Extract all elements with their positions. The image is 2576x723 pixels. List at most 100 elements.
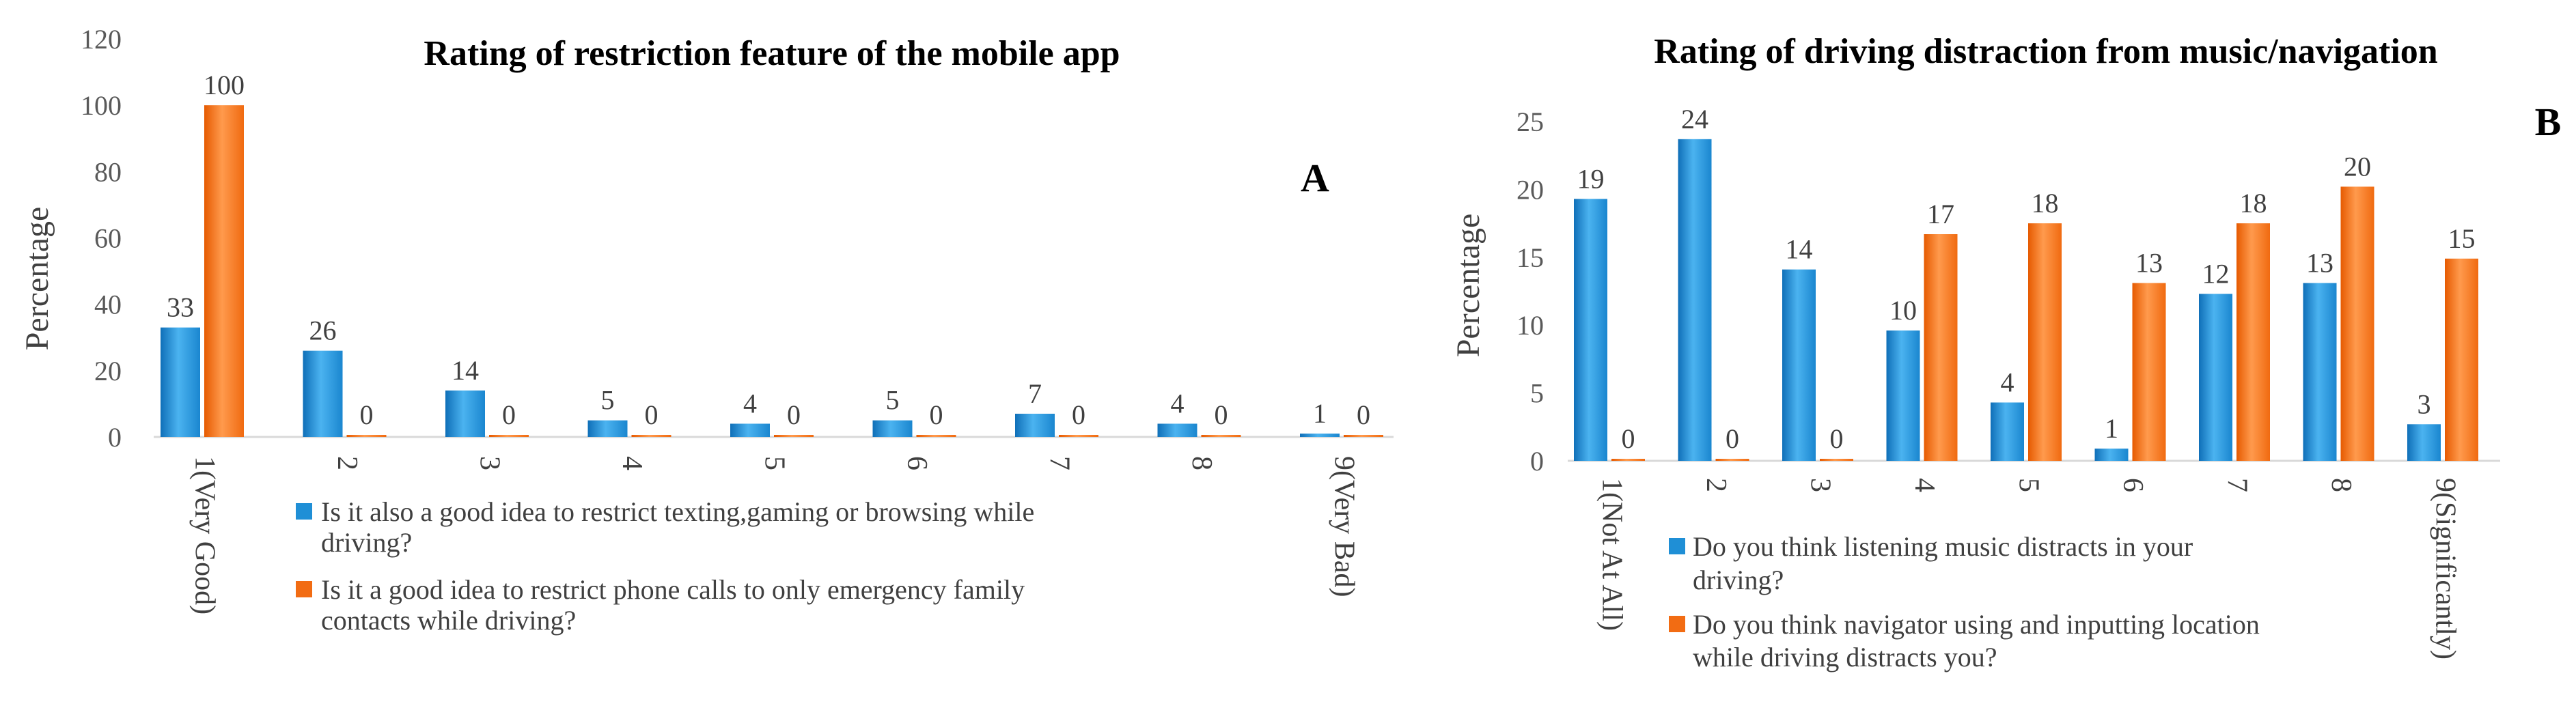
bar-series-1-cat-7 xyxy=(2199,294,2232,461)
bar-series-2-cat-2 xyxy=(346,435,387,437)
bar-series-2-cat-7 xyxy=(1059,435,1098,437)
data-label-series-1-cat-3: 14 xyxy=(1786,234,1813,265)
chart-b-legend-item-2-line-1: Do you think navigator using and inputti… xyxy=(1693,609,2260,640)
data-label-series-1-cat-6: 1 xyxy=(2105,413,2118,444)
data-label-series-1-cat-9: 1 xyxy=(1313,398,1327,429)
data-label-series-2-cat-3: 0 xyxy=(1830,423,1844,454)
x-tick-label: 1(Not At All) xyxy=(1596,478,1627,631)
bar-series-2-cat-1 xyxy=(1611,459,1645,461)
chart-b-panel-label: B xyxy=(2535,100,2562,144)
chart-b-y-ticks: 0 5 10 15 20 25 xyxy=(1516,107,1544,477)
bar-series-1-cat-7 xyxy=(1015,413,1055,437)
y-tick-label: 20 xyxy=(94,356,122,386)
bar-series-2-cat-3 xyxy=(1820,459,1853,461)
chart-b-bars xyxy=(1574,139,2478,461)
bar-series-1-cat-6 xyxy=(872,420,913,437)
data-label-series-1-cat-7: 7 xyxy=(1028,378,1042,409)
chart-a-legend-item-1-line-2: driving? xyxy=(321,527,412,558)
y-tick-label: 120 xyxy=(81,24,122,55)
y-tick-label: 10 xyxy=(1516,310,1544,341)
data-label-series-1-cat-4: 10 xyxy=(1889,295,1917,326)
data-label-series-2-cat-1: 100 xyxy=(204,70,245,100)
bar-series-2-cat-6 xyxy=(916,435,956,437)
data-label-series-1-cat-1: 33 xyxy=(167,292,194,323)
data-label-series-2-cat-4: 17 xyxy=(1927,199,1954,229)
data-label-series-1-cat-8: 4 xyxy=(1171,388,1185,419)
bar-series-2-cat-3 xyxy=(489,435,529,437)
bar-series-1-cat-5 xyxy=(730,423,770,437)
y-tick-label: 0 xyxy=(1530,446,1544,477)
chart-b-legend-swatch-blue xyxy=(1669,538,1685,554)
bar-series-2-cat-9 xyxy=(2445,258,2478,461)
bar-series-1-cat-4 xyxy=(1886,330,1920,461)
data-label-series-1-cat-9: 3 xyxy=(2418,388,2431,419)
chart-a-x-ticks: 1(Very Good) 2 3 4 5 6 7 8 9(Very Bad) xyxy=(189,456,1359,614)
bar-series-2-cat-5 xyxy=(2028,223,2062,461)
chart-panel-b: Rating of driving distraction from music… xyxy=(1450,32,2561,672)
data-label-series-2-cat-4: 0 xyxy=(645,399,659,430)
y-tick-label: 100 xyxy=(81,90,122,121)
x-tick-label: 2 xyxy=(1700,478,1732,492)
x-tick-label: 3 xyxy=(473,456,505,470)
chart-a-panel-label: A xyxy=(1301,156,1329,200)
bar-series-2-cat-4 xyxy=(1924,234,1958,461)
data-label-series-2-cat-8: 20 xyxy=(2344,151,2371,182)
chart-b-legend: Do you think listening music distracts i… xyxy=(1669,531,2260,672)
bar-series-1-cat-4 xyxy=(587,420,628,437)
bar-series-2-cat-8 xyxy=(2340,186,2374,461)
chart-a-title: Rating of restriction feature of the mob… xyxy=(424,34,1120,73)
data-label-series-1-cat-3: 14 xyxy=(452,355,479,386)
data-label-series-2-cat-9: 15 xyxy=(2448,223,2476,254)
y-tick-label: 15 xyxy=(1516,242,1544,273)
bar-series-2-cat-9 xyxy=(1344,435,1383,437)
bar-series-1-cat-2 xyxy=(1678,139,1712,461)
bar-series-1-cat-2 xyxy=(303,350,343,437)
y-tick-label: 60 xyxy=(94,223,122,254)
x-tick-label: 1(Very Good) xyxy=(189,456,220,614)
chart-b-legend-item-1-line-2: driving? xyxy=(1693,565,1784,595)
data-label-series-2-cat-2: 0 xyxy=(1726,423,1739,454)
y-tick-label: 5 xyxy=(1530,378,1544,409)
data-label-series-1-cat-8: 13 xyxy=(2306,248,2333,279)
data-label-series-2-cat-5: 0 xyxy=(787,399,801,430)
x-tick-label: 9(Significantly) xyxy=(2429,478,2461,660)
data-label-series-2-cat-9: 0 xyxy=(1357,399,1370,430)
bar-series-1-cat-1 xyxy=(161,327,200,437)
chart-a-legend-swatch-blue xyxy=(296,503,312,520)
chart-a-legend-item-2-line-1: Is it a good idea to restrict phone call… xyxy=(321,574,1025,605)
bar-series-1-cat-8 xyxy=(2303,283,2337,461)
data-label-series-2-cat-5: 18 xyxy=(2032,188,2059,218)
x-tick-label: 8 xyxy=(1186,456,1217,470)
bar-series-2-cat-5 xyxy=(774,435,814,437)
chart-a-legend-swatch-orange xyxy=(296,581,312,597)
chart-panel-a: Rating of restriction feature of the mob… xyxy=(19,24,1394,636)
chart-b-title: Rating of driving distraction from music… xyxy=(1654,32,2437,71)
x-tick-label: 3 xyxy=(1804,478,1836,492)
bar-series-1-cat-1 xyxy=(1574,199,1607,461)
y-tick-label: 20 xyxy=(1516,174,1544,205)
x-tick-label: 7 xyxy=(2221,478,2252,492)
bar-series-1-cat-3 xyxy=(445,390,485,437)
chart-b-y-axis-label: Percentage xyxy=(1450,214,1486,358)
chart-b-legend-item-1-line-1: Do you think listening music distracts i… xyxy=(1693,531,2193,562)
data-label-series-2-cat-3: 0 xyxy=(502,399,516,430)
data-label-series-1-cat-7: 12 xyxy=(2202,258,2230,289)
chart-a-bars xyxy=(161,105,1383,437)
data-label-series-2-cat-8: 0 xyxy=(1215,399,1228,430)
bar-series-2-cat-1 xyxy=(204,105,244,437)
chart-b-x-ticks: 1(Not At All) 2 3 4 5 6 7 8 9(Significantly) xyxy=(1596,478,2461,660)
chart-b-legend-item-2-line-2: while driving distracts you? xyxy=(1693,642,1997,672)
x-tick-label: 7 xyxy=(1043,456,1075,470)
x-tick-label: 5 xyxy=(758,456,790,470)
data-label-series-1-cat-5: 4 xyxy=(2001,367,2014,398)
x-tick-label: 5 xyxy=(2012,478,2044,492)
data-label-series-2-cat-7: 0 xyxy=(1072,399,1085,430)
chart-a-y-ticks: 0 20 40 60 80 100 120 xyxy=(81,24,122,453)
data-label-series-1-cat-2: 24 xyxy=(1681,104,1708,134)
y-tick-label: 80 xyxy=(94,156,122,187)
x-tick-label: 9(Very Bad) xyxy=(1328,456,1359,597)
y-tick-label: 40 xyxy=(94,289,122,320)
chart-a-y-axis-label: Percentage xyxy=(19,207,55,351)
